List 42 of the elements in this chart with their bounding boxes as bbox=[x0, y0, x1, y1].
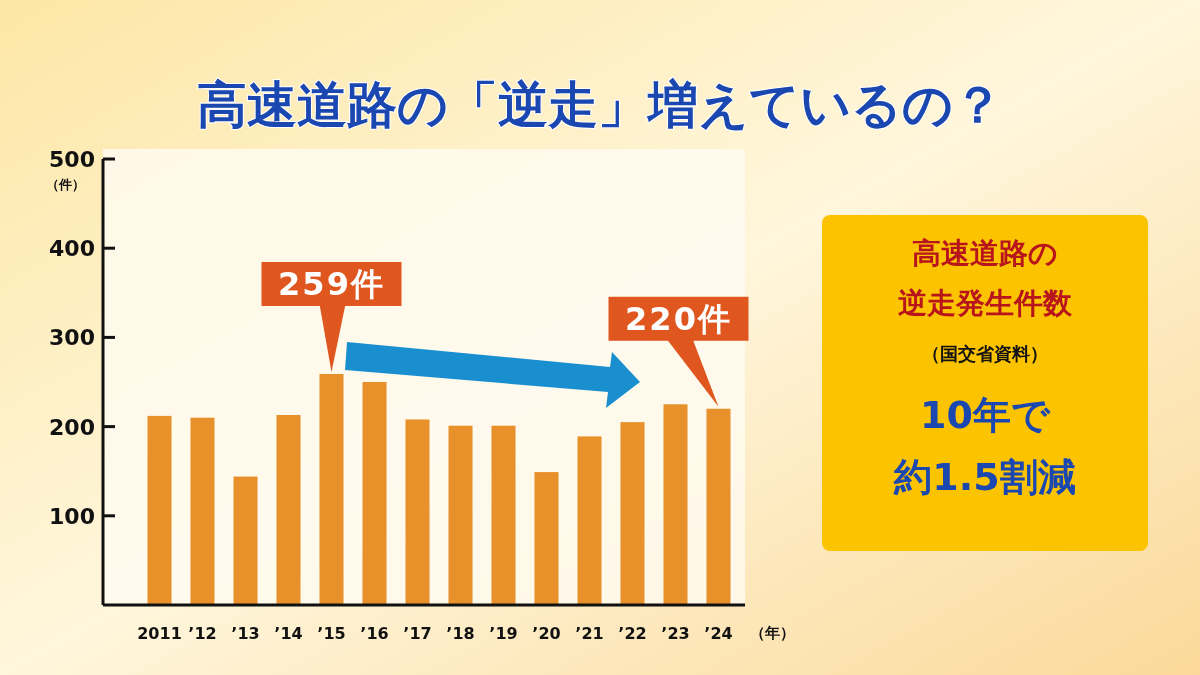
annotation: 220件 bbox=[625, 299, 732, 338]
text: 約1.5割減 bbox=[893, 455, 1076, 499]
x-tick-label: ’12 bbox=[188, 624, 217, 643]
text: 逆走発生件数 bbox=[898, 286, 1073, 320]
bar bbox=[577, 436, 602, 605]
annotation: 259件 bbox=[278, 264, 385, 303]
x-tick-label: ’16 bbox=[360, 624, 389, 643]
x-axis-title: （年） bbox=[750, 624, 795, 642]
bar bbox=[233, 476, 258, 605]
bar bbox=[362, 382, 387, 605]
x-tick-label: ’19 bbox=[489, 624, 518, 643]
y-tick-label: 200 bbox=[49, 414, 95, 440]
y-tick-label: 100 bbox=[49, 503, 95, 529]
x-tick-label: ’21 bbox=[575, 624, 604, 643]
x-tick-label: ’24 bbox=[704, 624, 733, 643]
y-tick-label: 500 bbox=[49, 147, 95, 172]
callout: 259件 bbox=[261, 261, 402, 372]
x-tick-label: ’13 bbox=[231, 624, 260, 643]
text: （国交省資料） bbox=[922, 343, 1048, 364]
x-tick-label: ’15 bbox=[317, 624, 346, 643]
bar bbox=[190, 417, 215, 605]
bar bbox=[491, 425, 516, 605]
x-tick-label: ’18 bbox=[446, 624, 475, 643]
y-tick-label: 300 bbox=[49, 325, 95, 351]
x-tick-label: ’22 bbox=[618, 624, 647, 643]
y-tick-label: 400 bbox=[49, 236, 95, 262]
x-tick-label: 2011 bbox=[137, 624, 182, 643]
x-tick-label: ’17 bbox=[403, 624, 432, 643]
x-tick-label: ’20 bbox=[532, 624, 561, 643]
chart-title: 高速道路の「逆走」増えているの？ bbox=[197, 76, 1003, 134]
text: 10年で bbox=[920, 393, 1051, 437]
bar bbox=[448, 425, 473, 605]
callout: 220件 bbox=[608, 296, 749, 407]
bar bbox=[405, 419, 430, 605]
bar bbox=[534, 472, 559, 605]
bar bbox=[620, 422, 645, 605]
y-axis-title: （件） bbox=[45, 177, 85, 192]
bar bbox=[147, 415, 172, 605]
text: 高速道路の bbox=[912, 236, 1058, 270]
x-tick-label: ’23 bbox=[661, 624, 690, 643]
x-tick-label: ’14 bbox=[274, 624, 303, 643]
bar bbox=[276, 415, 301, 605]
